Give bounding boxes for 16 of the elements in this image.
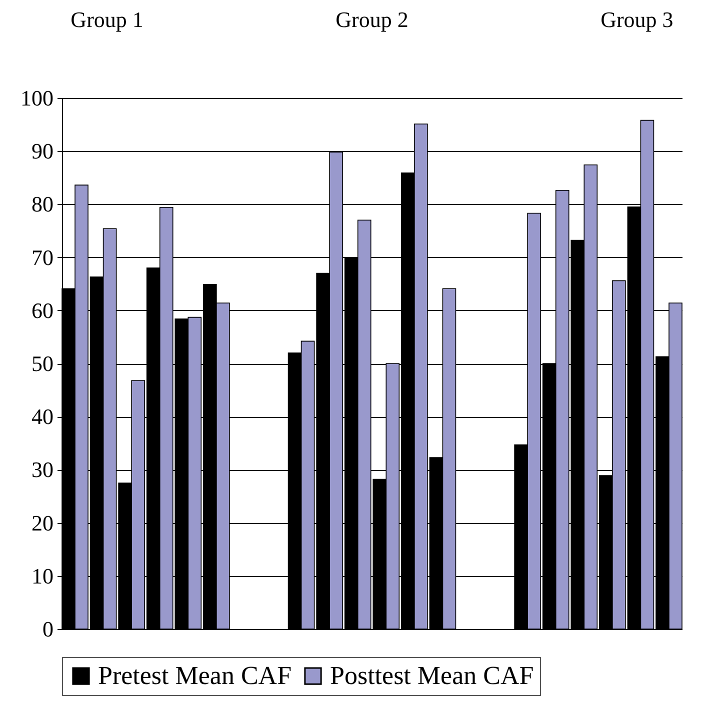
legend-label: Pretest Mean CAF: [98, 661, 292, 690]
y-tick-label: 60: [32, 298, 54, 323]
text: Group 2: [336, 7, 408, 32]
y-tick-label: 80: [32, 192, 54, 217]
y-tick-label: 40: [32, 404, 54, 430]
y-tick-label: 10: [32, 563, 54, 588]
y-tick-label: 0: [42, 616, 54, 642]
y-tick-label: 70: [32, 244, 54, 270]
y-tick-label: 100: [20, 86, 54, 110]
y-tick-label: 90: [32, 138, 54, 164]
y-tick-label: 20: [32, 510, 54, 536]
legend-label: Posttest Mean CAF: [330, 661, 534, 690]
text: Group 1: [70, 7, 144, 32]
text: Group 3: [600, 7, 674, 32]
y-tick-label: 30: [32, 457, 54, 482]
y-tick-label: 50: [32, 351, 54, 376]
